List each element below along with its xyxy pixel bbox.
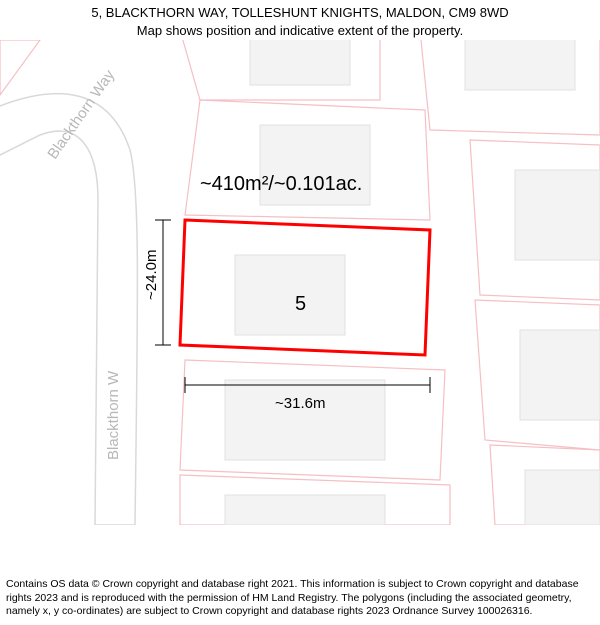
building [515, 170, 600, 260]
road-label: Blackthorn W [105, 370, 122, 460]
building [225, 380, 385, 460]
subtitle-line: Map shows position and indicative extent… [0, 22, 600, 40]
map: 5Blackthorn WayBlackthorn W~410m²/~0.101… [0, 40, 600, 525]
page: 5, BLACKTHORN WAY, TOLLESHUNT KNIGHTS, M… [0, 0, 600, 625]
building [225, 495, 385, 525]
footer-copyright: Contains OS data © Crown copyright and d… [6, 578, 594, 619]
building [525, 470, 600, 525]
address-line: 5, BLACKTHORN WAY, TOLLESHUNT KNIGHTS, M… [0, 4, 600, 22]
dim-label-horizontal: ~31.6m [275, 395, 325, 412]
plot-number: 5 [295, 293, 306, 315]
header: 5, BLACKTHORN WAY, TOLLESHUNT KNIGHTS, M… [0, 4, 600, 39]
building [465, 40, 575, 90]
dim-label-vertical: ~24.0m [143, 250, 160, 300]
highlight-building [235, 255, 345, 335]
building [250, 40, 350, 85]
building [520, 330, 600, 420]
area-label: ~410m²/~0.101ac. [200, 173, 362, 195]
